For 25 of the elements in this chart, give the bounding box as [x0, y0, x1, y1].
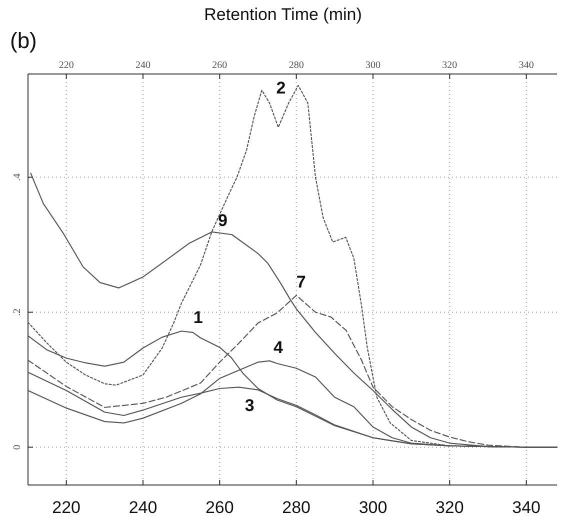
- y-tick-label: 0: [12, 444, 23, 450]
- y-tick-label: .2: [12, 308, 23, 316]
- text: (b): [10, 28, 37, 53]
- x2-tick-label: 300: [358, 498, 388, 517]
- x-tick-label: 280: [288, 60, 304, 71]
- x-tick-label: 220: [58, 60, 74, 71]
- x2-tick-label: 340: [512, 498, 541, 517]
- y-tick-label: .4: [12, 174, 23, 182]
- series-label: 2: [276, 78, 286, 98]
- series-label: 9: [218, 210, 228, 230]
- x-tick-label: 300: [366, 60, 380, 71]
- series-label: 7: [296, 272, 306, 292]
- x-tick-label: 320: [442, 60, 458, 71]
- text: Retention Time (min): [204, 5, 362, 24]
- series-label: 4: [274, 338, 284, 357]
- x2-tick-label: 280: [282, 498, 311, 517]
- series-label: 3: [244, 396, 254, 416]
- x-tick-label: 260: [212, 60, 228, 71]
- series-label: 1: [193, 308, 203, 328]
- x-tick-label: 240: [136, 60, 150, 71]
- x2-tick-label: 320: [435, 498, 464, 517]
- x2-tick-label: 220: [52, 498, 81, 517]
- x-tick-label: 340: [518, 60, 534, 71]
- x2-tick-label: 240: [128, 498, 158, 517]
- x2-tick-label: 260: [205, 498, 234, 517]
